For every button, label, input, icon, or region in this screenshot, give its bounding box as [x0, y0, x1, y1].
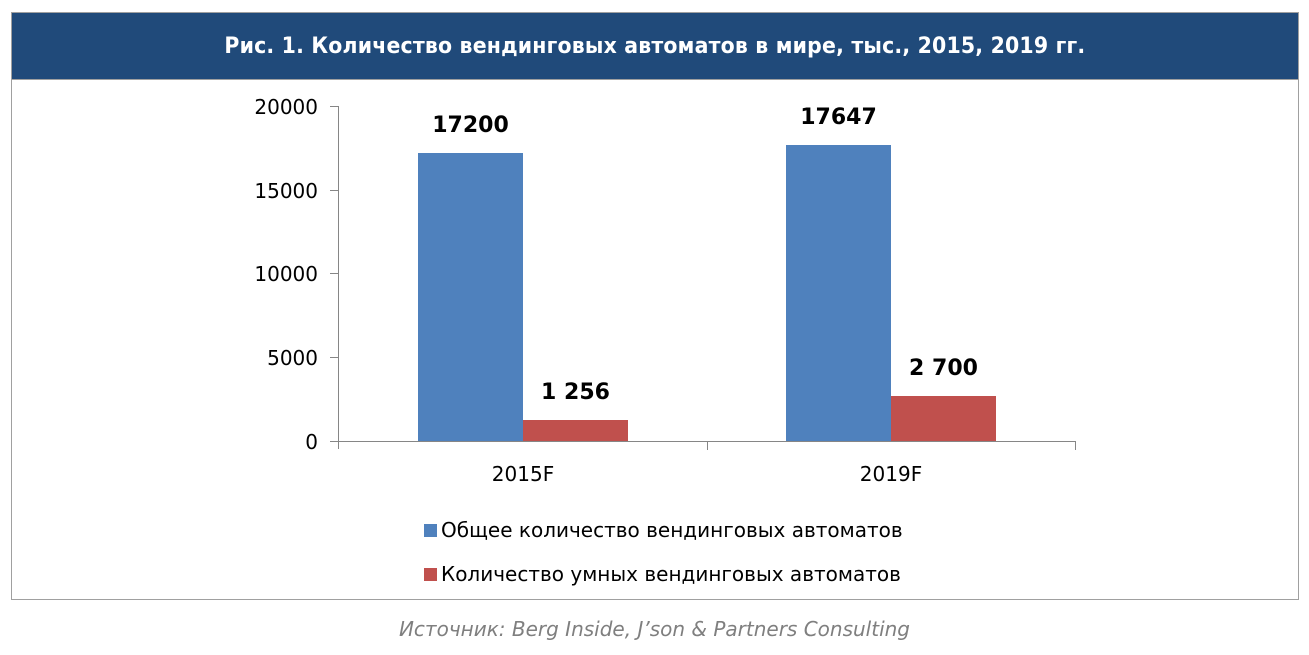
chart-header: Рис. 1. Количество вендинговых автоматов… [12, 13, 1298, 80]
data-label: 1 256 [541, 379, 610, 405]
bar-smart-2019 [891, 395, 996, 441]
y-tick [330, 106, 339, 107]
chart-title: Рис. 1. Количество вендинговых автоматов… [224, 33, 1086, 59]
x-category-label: 2019F [859, 462, 923, 486]
x-tick [707, 441, 708, 450]
y-tick-label: 0 [305, 430, 318, 454]
legend-item-total: Общее количество вендинговых автоматов [424, 508, 903, 552]
legend: Общее количество вендинговых автоматов К… [424, 508, 903, 596]
legend-swatch-blue [424, 523, 437, 537]
legend-item-smart: Количество умных вендинговых автоматов [424, 552, 903, 596]
y-tick [330, 190, 339, 191]
source-note: Источник: Berg Inside, J’son & Partners … [398, 617, 911, 641]
legend-label: Количество умных вендинговых автоматов [441, 562, 901, 586]
legend-label: Общее количество вендинговых автоматов [441, 518, 903, 542]
data-label: 2 700 [909, 355, 978, 381]
x-tick [1075, 441, 1076, 450]
data-label: 17200 [432, 112, 509, 138]
bar-total-2015 [418, 152, 523, 441]
legend-swatch-red [424, 567, 437, 581]
x-axis-line [330, 441, 1076, 442]
bar-smart-2015 [523, 419, 628, 441]
y-tick-label: 15000 [254, 179, 318, 203]
chart-frame: Рис. 1. Количество вендинговых автоматов… [11, 12, 1299, 600]
y-axis-line [338, 106, 339, 449]
y-tick-label: 5000 [267, 346, 318, 370]
y-tick [330, 273, 339, 274]
y-tick-label: 20000 [254, 95, 318, 119]
x-category-label: 2015F [491, 462, 555, 486]
y-tick [330, 357, 339, 358]
y-tick-label: 10000 [254, 262, 318, 286]
bar-total-2019 [786, 145, 891, 441]
data-label: 17647 [800, 105, 877, 131]
